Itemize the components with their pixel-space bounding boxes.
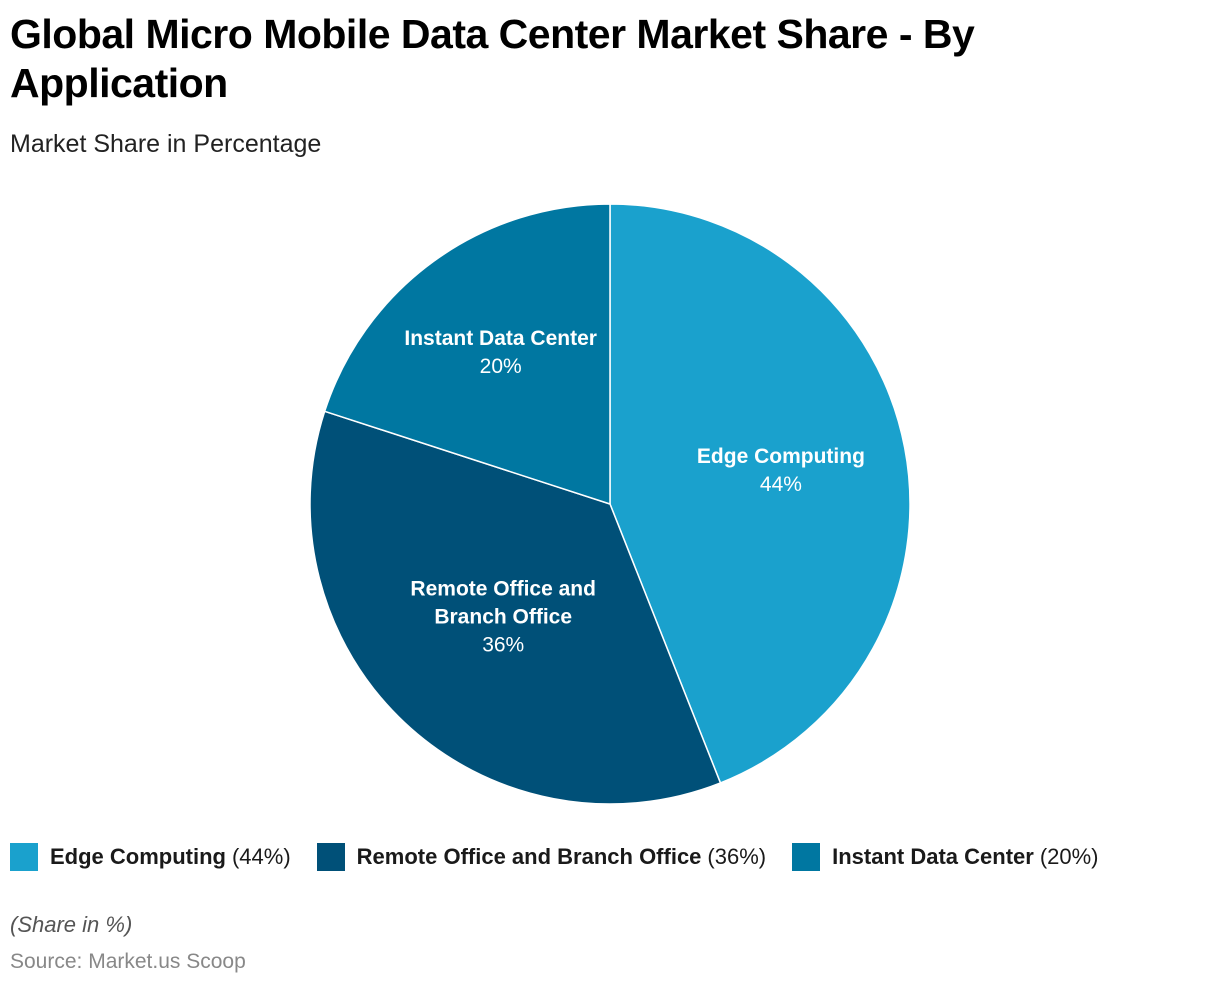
legend-item-instant-data-center[interactable]: Instant Data Center (20%) bbox=[792, 843, 1099, 871]
legend-value: (36%) bbox=[707, 844, 767, 869]
legend-item-remote-office[interactable]: Remote Office and Branch Office (36%) bbox=[316, 843, 767, 871]
legend-swatch bbox=[792, 843, 821, 871]
slice-label: Branch Office bbox=[434, 605, 572, 628]
legend-value: (44%) bbox=[231, 844, 291, 869]
slice-label: Edge Computing bbox=[697, 445, 865, 468]
slice-label: Remote Office and bbox=[410, 577, 596, 600]
pie-slices bbox=[309, 203, 911, 805]
chart-source: Source: Market.us Scoop bbox=[10, 950, 246, 973]
slice-label: Instant Data Center bbox=[404, 327, 597, 350]
slice-value-label: 44% bbox=[760, 473, 802, 496]
legend-label: Edge Computing bbox=[50, 844, 226, 869]
legend-item-edge-computing[interactable]: Edge Computing (44%) bbox=[10, 843, 291, 871]
legend-label: Instant Data Center bbox=[832, 844, 1034, 869]
pie-slice-remote-office-and-branch-office[interactable] bbox=[309, 410, 722, 805]
pie-slice-instant-data-center[interactable] bbox=[323, 203, 611, 506]
legend-value: (20%) bbox=[1039, 844, 1099, 869]
chart-subtitle: Market Share in Percentage bbox=[10, 130, 322, 158]
chart-title: Global Micro Mobile Data Center Market S… bbox=[10, 11, 975, 106]
legend-label: Remote Office and Branch Office bbox=[356, 844, 702, 869]
chart-note: (Share in %) bbox=[10, 912, 133, 937]
slice-value-label: 36% bbox=[482, 633, 524, 656]
pie-labels: Edge Computing 44% Remote Office and Branch… bbox=[404, 327, 865, 656]
pie-slice-edge-computing[interactable] bbox=[609, 203, 911, 784]
slice-value-label: 20% bbox=[480, 355, 522, 378]
legend-swatch bbox=[316, 843, 345, 871]
legend-swatch bbox=[10, 843, 38, 871]
pie-chart: Edge Computing 44% Remote Office and Branch… bbox=[309, 203, 911, 805]
legend: Edge Computing (44%) Remote Office and B… bbox=[10, 843, 1125, 871]
